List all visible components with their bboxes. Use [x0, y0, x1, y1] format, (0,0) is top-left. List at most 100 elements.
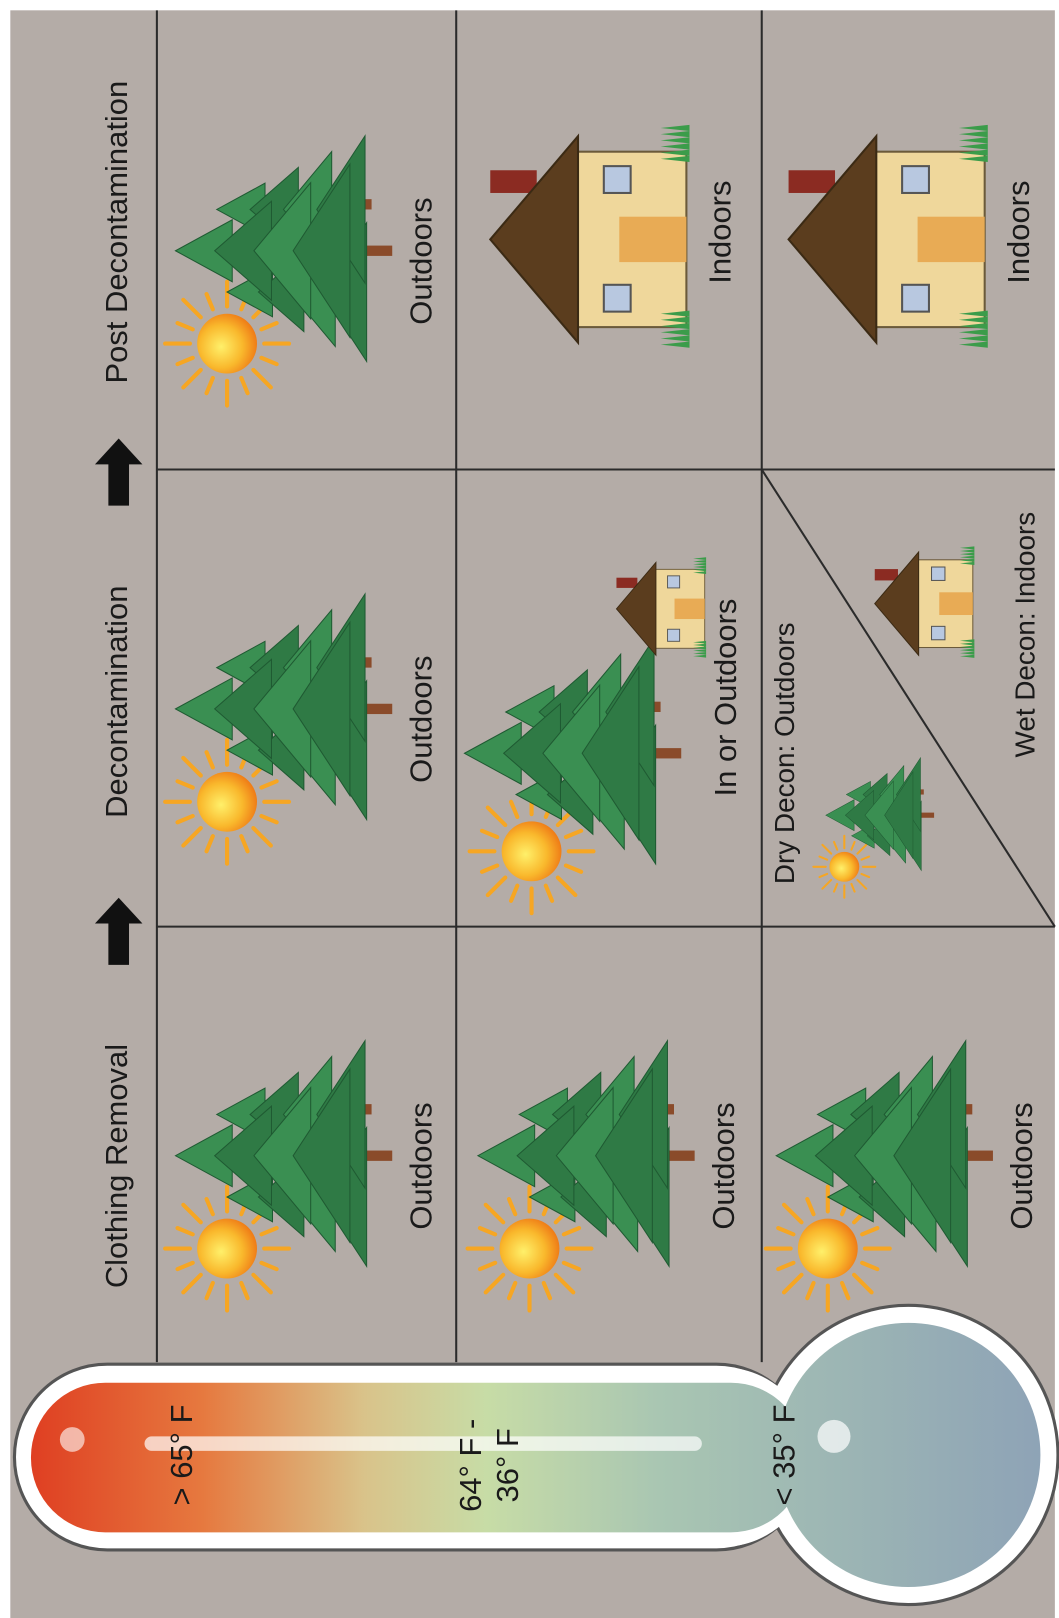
tree-icon: [825, 756, 935, 872]
sun-ray: [543, 883, 555, 903]
sun-ray: [259, 1260, 279, 1272]
roof: [615, 561, 657, 657]
grass: [959, 645, 975, 649]
cell-label: Indoors: [1001, 181, 1036, 284]
sun-disc: [197, 1218, 258, 1279]
grass: [959, 549, 975, 553]
sun-ray: [477, 1260, 498, 1272]
sun-ray: [818, 872, 829, 879]
sun-ray: [860, 1225, 880, 1237]
sun-ray: [856, 843, 868, 855]
sun-disc: [197, 313, 258, 374]
sun-ray: [508, 883, 520, 903]
grass: [660, 149, 690, 156]
sun-ray: [181, 755, 203, 778]
grass: [660, 310, 690, 317]
sun-ray: [821, 878, 833, 890]
grass: [958, 316, 988, 323]
sun-ray: [833, 882, 839, 893]
sun-ray: [259, 1225, 279, 1237]
sun-icon: [467, 787, 596, 916]
sun-ray: [259, 321, 279, 332]
grass: [693, 649, 707, 652]
sun-ray: [563, 828, 584, 840]
chimney: [788, 170, 836, 193]
cell-scene: Outdoors: [163, 1039, 438, 1313]
cell-scene: Indoors: [488, 124, 738, 348]
door: [619, 216, 687, 263]
sun-ray: [860, 1260, 880, 1272]
foliage: [292, 162, 351, 340]
sun-ray: [541, 1280, 553, 1301]
grass: [660, 124, 690, 132]
house-icon: [787, 124, 988, 348]
sun-ray: [175, 779, 195, 790]
roof: [787, 133, 878, 346]
arrow: [94, 438, 143, 506]
sun-ray: [483, 1202, 506, 1225]
window: [931, 625, 946, 641]
cell-label: Outdoors: [403, 1102, 438, 1229]
sun-disc: [797, 1218, 858, 1279]
tree-icon: [174, 134, 393, 364]
grass: [660, 329, 690, 336]
grass: [660, 341, 690, 348]
grid: [155, 10, 1056, 1363]
grass: [959, 654, 975, 658]
sun-ray: [259, 779, 279, 790]
sun-ray: [483, 1272, 506, 1295]
grass: [660, 322, 690, 330]
window: [667, 575, 681, 589]
grass: [958, 149, 988, 156]
window: [931, 566, 946, 581]
sun-ray: [781, 1272, 804, 1295]
sun-ray: [175, 321, 195, 332]
column-header: Post Decontamination: [99, 81, 134, 384]
grass: [958, 329, 988, 336]
temperature-label: 36° F: [490, 1428, 525, 1502]
sun-ray: [839, 1280, 851, 1301]
sun-ray: [479, 828, 500, 840]
column-header: Decontamination: [99, 586, 134, 818]
grass: [693, 562, 707, 566]
temperature-label: 64° F -: [453, 1419, 488, 1512]
sun-ray: [833, 840, 839, 851]
grass: [660, 316, 690, 323]
sun-ray: [850, 882, 856, 893]
grass: [959, 642, 975, 646]
grass: [959, 546, 975, 550]
sun-icon: [763, 1184, 892, 1313]
sun-ray: [239, 1280, 250, 1301]
sun-ray: [204, 1280, 215, 1301]
sun-ray: [175, 1260, 195, 1272]
sun-ray: [805, 1196, 816, 1217]
cell-scene: Outdoors: [763, 1039, 1039, 1313]
cell-scene: Outdoors: [163, 134, 438, 408]
tree-icon: [174, 1039, 393, 1269]
sun-ray: [479, 863, 500, 874]
sun-ray: [259, 813, 279, 825]
cell-label: Dry Decon: Outdoors: [769, 622, 800, 884]
tree-icon: [476, 1039, 695, 1269]
grass: [959, 651, 975, 655]
sun-ray: [175, 1225, 195, 1237]
sun-ray: [856, 878, 868, 890]
temperature-label: > 65° F: [164, 1404, 199, 1505]
sun-ray: [776, 1260, 796, 1272]
cell-label: Outdoors: [403, 197, 438, 324]
sun-icon: [163, 737, 292, 866]
house-icon: [615, 557, 707, 658]
grass: [959, 555, 975, 559]
cell-label: Outdoors: [706, 1102, 741, 1229]
sun-ray: [181, 1272, 203, 1295]
grass: [958, 137, 988, 144]
sun-disc: [501, 821, 562, 882]
tree-icon: [174, 592, 393, 822]
house-icon: [874, 546, 975, 658]
sun-ray: [561, 1260, 582, 1272]
sun-ray: [239, 375, 250, 396]
grass: [693, 565, 707, 569]
tree-icon: [463, 636, 682, 866]
grass: [660, 335, 690, 342]
